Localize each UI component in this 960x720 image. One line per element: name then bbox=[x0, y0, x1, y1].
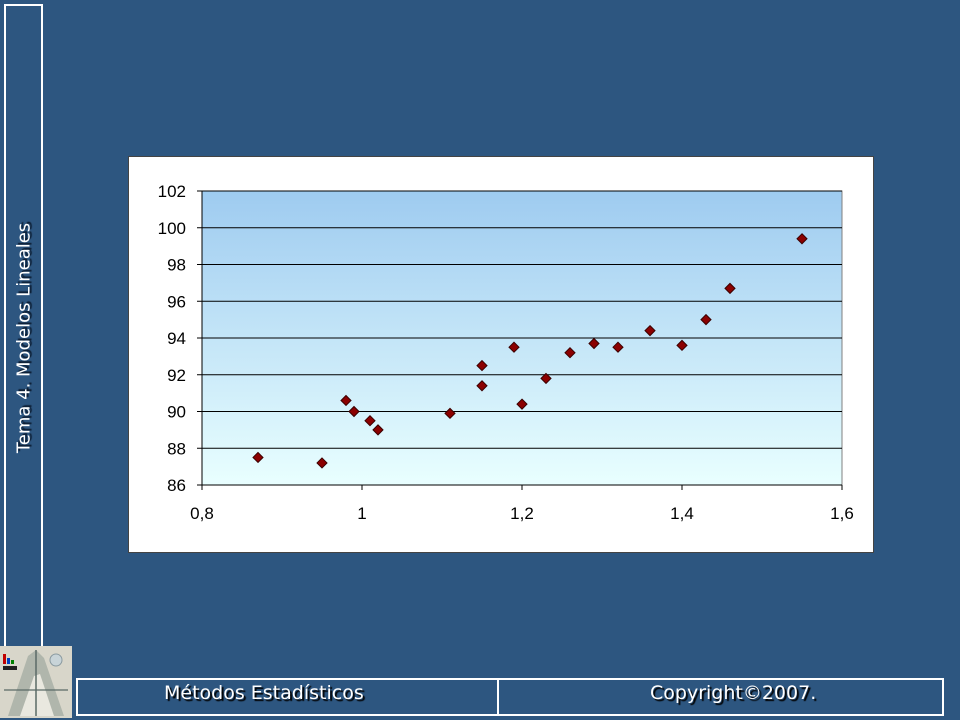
slide-section-title: Tema 4. Modelos Lineales bbox=[13, 222, 35, 454]
y-tick-label: 86 bbox=[167, 476, 186, 495]
data-point bbox=[676, 339, 688, 352]
y-tick-label: 88 bbox=[167, 439, 186, 458]
data-point bbox=[476, 380, 488, 392]
data-point bbox=[372, 424, 384, 436]
y-axis-tick-labels: 86 88 90 92 94 96 98 100 102 bbox=[158, 182, 186, 495]
axes bbox=[197, 190, 843, 490]
footer-course-title: Métodos Estadísticos bbox=[164, 682, 364, 704]
y-tick-label: 90 bbox=[167, 403, 186, 422]
data-point bbox=[700, 313, 712, 326]
y-tick-label: 96 bbox=[167, 292, 186, 311]
x-axis-tick-labels: 0,8 1 1,2 1,4 1,6 bbox=[190, 504, 854, 523]
x-tick-label: 1,6 bbox=[830, 504, 854, 523]
x-tick-label: 1,2 bbox=[510, 504, 534, 523]
data-point bbox=[364, 414, 376, 427]
y-tick-label: 94 bbox=[167, 329, 186, 348]
data-point bbox=[348, 405, 360, 418]
university-logo bbox=[0, 646, 72, 718]
data-point bbox=[444, 407, 456, 420]
logo-graphic bbox=[0, 646, 72, 718]
footer-copyright: Copyright©2007. bbox=[650, 682, 817, 704]
x-tick-label: 1 bbox=[357, 504, 366, 523]
y-tick-label: 92 bbox=[167, 366, 186, 385]
data-point bbox=[252, 451, 264, 464]
data-point bbox=[340, 394, 352, 407]
data-point bbox=[476, 359, 488, 372]
data-point bbox=[564, 346, 576, 359]
y-tick-label: 100 bbox=[158, 219, 186, 238]
x-tick-label: 0,8 bbox=[190, 504, 214, 523]
scatter-chart: 86 88 90 92 94 96 98 100 102 0,8 1 1,2 1,4 1,6 bbox=[128, 156, 874, 553]
y-tick-label: 98 bbox=[167, 256, 186, 275]
footer-divider bbox=[497, 680, 499, 714]
y-tick-label: 102 bbox=[158, 182, 186, 201]
x-tick-label: 1,4 bbox=[670, 504, 694, 523]
data-point bbox=[540, 372, 552, 385]
chart-canvas: 86 88 90 92 94 96 98 100 102 0,8 1 1,2 1,4 1,6 bbox=[158, 182, 854, 523]
data-points bbox=[252, 233, 808, 469]
data-point bbox=[516, 398, 528, 410]
footer-bar bbox=[76, 678, 944, 716]
data-point bbox=[724, 282, 736, 295]
data-point bbox=[796, 233, 808, 245]
data-point bbox=[644, 324, 656, 337]
data-point bbox=[508, 341, 520, 353]
grid-lines bbox=[202, 190, 842, 449]
data-point bbox=[588, 337, 600, 350]
data-point bbox=[612, 341, 624, 353]
data-point bbox=[316, 457, 328, 469]
